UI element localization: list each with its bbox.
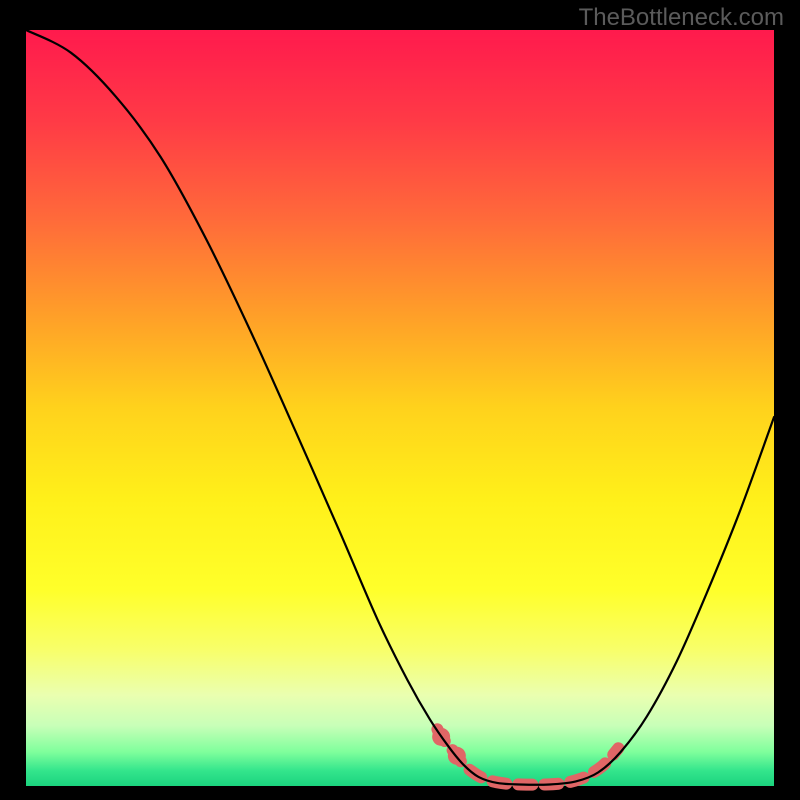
plot-area bbox=[26, 30, 774, 786]
chart-canvas: TheBottleneck.com bbox=[0, 0, 800, 800]
bottleneck-curve bbox=[26, 30, 774, 785]
watermark-text: TheBottleneck.com bbox=[579, 4, 784, 32]
curve-layer bbox=[26, 30, 774, 786]
